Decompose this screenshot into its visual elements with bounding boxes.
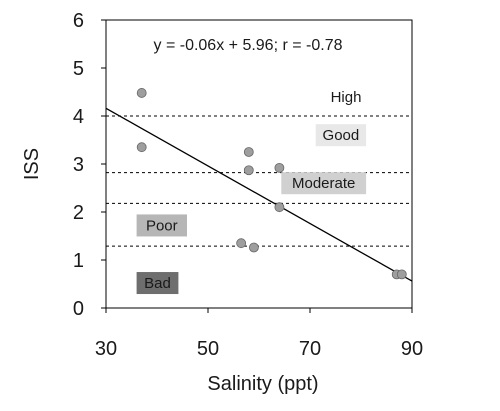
- plot-frame: [105, 19, 413, 309]
- data-point-9: [396, 269, 407, 280]
- trendline-layer: [105, 107, 413, 282]
- x-tick-label: 90: [401, 338, 423, 360]
- regression-annotation: y = -0.06x + 5.96; r = -0.78: [154, 37, 343, 54]
- y-tick-label: 4: [73, 106, 84, 128]
- y-tick-label: 5: [73, 58, 84, 80]
- class-label-box: [281, 172, 367, 195]
- class-labels: High Good Moderate Poor Bad: [136, 85, 372, 295]
- class-label-text: Poor: [146, 217, 178, 234]
- class-label-text: Moderate: [292, 175, 355, 192]
- class-label-text: High: [331, 89, 362, 106]
- trendline: [105, 107, 413, 282]
- data-point-6: [236, 238, 247, 249]
- data-point-1: [136, 142, 147, 153]
- x-tick-label: 30: [95, 338, 117, 360]
- class-label-box: [315, 124, 367, 147]
- data-points: [136, 88, 407, 280]
- y-tick-label: 6: [73, 10, 84, 32]
- data-point-7: [248, 242, 259, 253]
- class-label-poor: Poor: [136, 214, 187, 237]
- y-tick-label: 1: [73, 250, 84, 272]
- y-tick-label: 0: [73, 298, 84, 320]
- class-label-box: [320, 85, 372, 108]
- data-point-0: [136, 88, 147, 98]
- y-tick-label: 3: [73, 154, 84, 176]
- class-label-moderate: Moderate: [281, 172, 367, 195]
- data-point-4: [274, 162, 285, 173]
- data-point-5: [274, 202, 285, 213]
- class-label-high: High: [320, 85, 372, 108]
- data-point-3: [243, 165, 254, 176]
- class-label-text: Bad: [144, 275, 171, 292]
- class-label-text: Good: [323, 127, 360, 144]
- data-point-2: [243, 147, 254, 157]
- y-tick-label: 2: [73, 202, 84, 224]
- x-tick-label: 50: [197, 338, 219, 360]
- x-tick-label: 70: [299, 338, 321, 360]
- y-axis-label: ISS: [21, 148, 43, 180]
- class-label-box: [136, 272, 179, 295]
- class-label-box: [136, 214, 187, 237]
- class-label-good: Good: [315, 124, 367, 147]
- axes: 30 50 70 90 0 1 2 3 4 5 6: [73, 10, 423, 360]
- class-label-bad: Bad: [136, 272, 179, 295]
- x-axis-label: Salinity (ppt): [207, 373, 318, 395]
